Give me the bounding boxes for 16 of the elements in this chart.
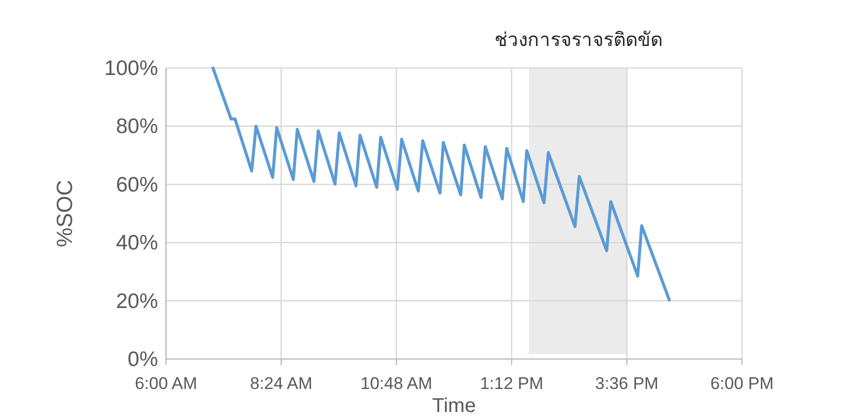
y-tick-label: 100% (104, 57, 158, 80)
x-tick-label: 6:00 AM (134, 374, 198, 393)
y-tick-label: 20% (116, 290, 158, 313)
y-tick-label: 80% (116, 115, 158, 138)
y-tick-label: 60% (116, 173, 158, 196)
line-series (211, 66, 671, 302)
band-label: ช่วงการจราจรติดขัด (494, 30, 662, 51)
y-axis-title: %SOC (52, 180, 77, 248)
x-tick-label: 10:48 AM (360, 374, 432, 393)
x-tick-label: 6:00 PM (710, 374, 774, 393)
x-tick-label: 1:12 PM (480, 374, 544, 393)
x-axis-title: Time (432, 395, 476, 417)
x-tick-label: 8:24 AM (250, 374, 312, 393)
x-tick-label: 3:36 PM (595, 374, 658, 393)
y-tick-label: 40% (116, 232, 158, 255)
y-tick-label: 0% (128, 348, 158, 371)
